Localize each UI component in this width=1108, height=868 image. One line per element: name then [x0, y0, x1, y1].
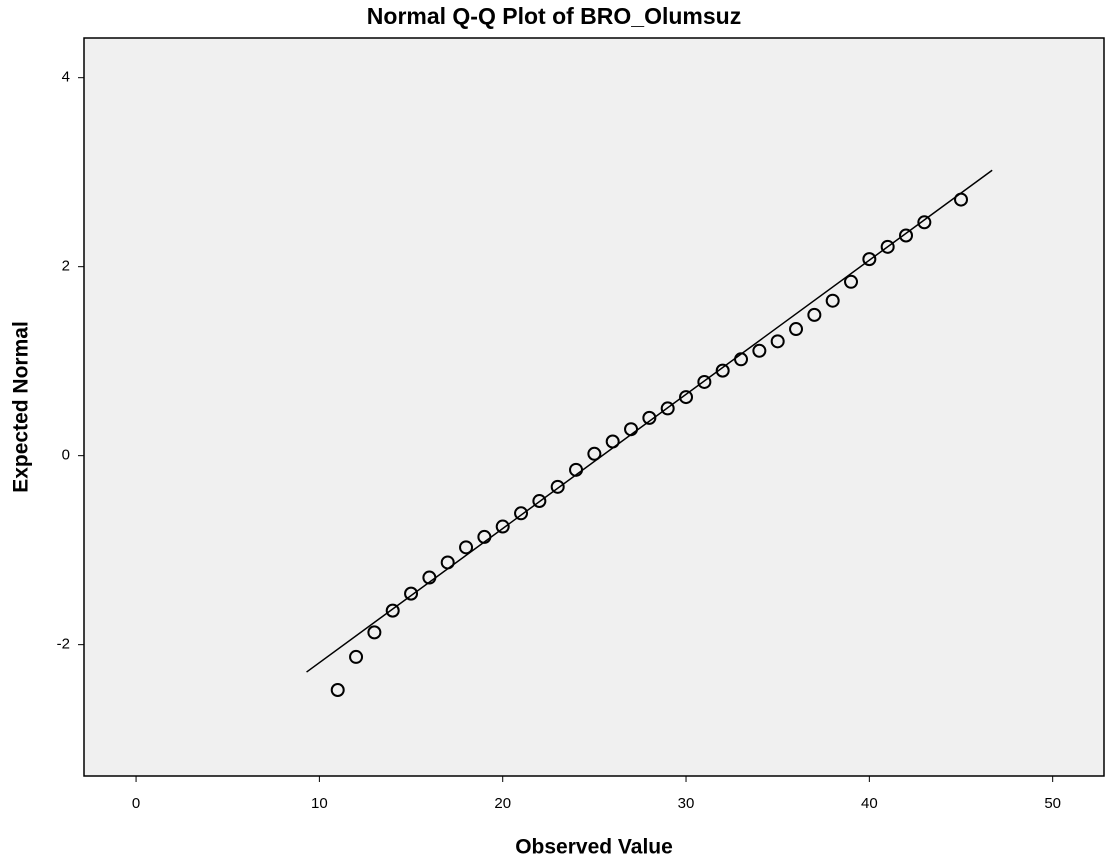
y-axis-label: Expected Normal — [10, 321, 33, 493]
x-axis-label: Observed Value — [515, 836, 673, 859]
point — [330, 683, 345, 698]
point — [605, 434, 620, 449]
point — [495, 519, 510, 534]
x-tick-label: 20 — [494, 795, 511, 812]
point — [917, 215, 932, 230]
point — [587, 446, 602, 461]
point — [404, 586, 419, 601]
x-tick-label: 50 — [1044, 795, 1061, 812]
point — [715, 363, 730, 378]
point — [440, 555, 455, 570]
chart-title: Normal Q-Q Plot of BRO_Olumsuz — [367, 3, 741, 29]
point — [642, 410, 657, 425]
point — [367, 625, 382, 640]
point — [752, 343, 767, 358]
point — [550, 479, 565, 494]
point — [385, 603, 400, 618]
point — [734, 352, 749, 367]
point — [789, 322, 804, 337]
point — [880, 239, 895, 254]
x-tick-label: 40 — [861, 795, 878, 812]
point — [679, 390, 694, 405]
point — [532, 494, 547, 509]
x-tick-label: 30 — [678, 795, 695, 812]
point — [422, 570, 437, 585]
point — [954, 192, 969, 207]
x-tick-label: 10 — [311, 795, 328, 812]
y-tick-label: -2 — [57, 636, 70, 653]
reference-line — [306, 169, 993, 673]
point — [807, 307, 822, 322]
point — [514, 506, 529, 521]
point — [660, 401, 675, 416]
point — [825, 293, 840, 308]
point — [569, 462, 584, 477]
plot-area — [83, 37, 1105, 777]
point — [624, 422, 639, 437]
point — [899, 228, 914, 243]
point — [770, 334, 785, 349]
point — [349, 649, 364, 664]
point — [477, 529, 492, 544]
y-tick-label: 4 — [62, 69, 70, 86]
point — [862, 252, 877, 267]
point — [844, 274, 859, 289]
y-tick-label: 0 — [62, 447, 70, 464]
y-tick-label: 2 — [62, 258, 70, 275]
point — [697, 374, 712, 389]
point — [459, 540, 474, 555]
x-tick-label: 0 — [132, 795, 140, 812]
